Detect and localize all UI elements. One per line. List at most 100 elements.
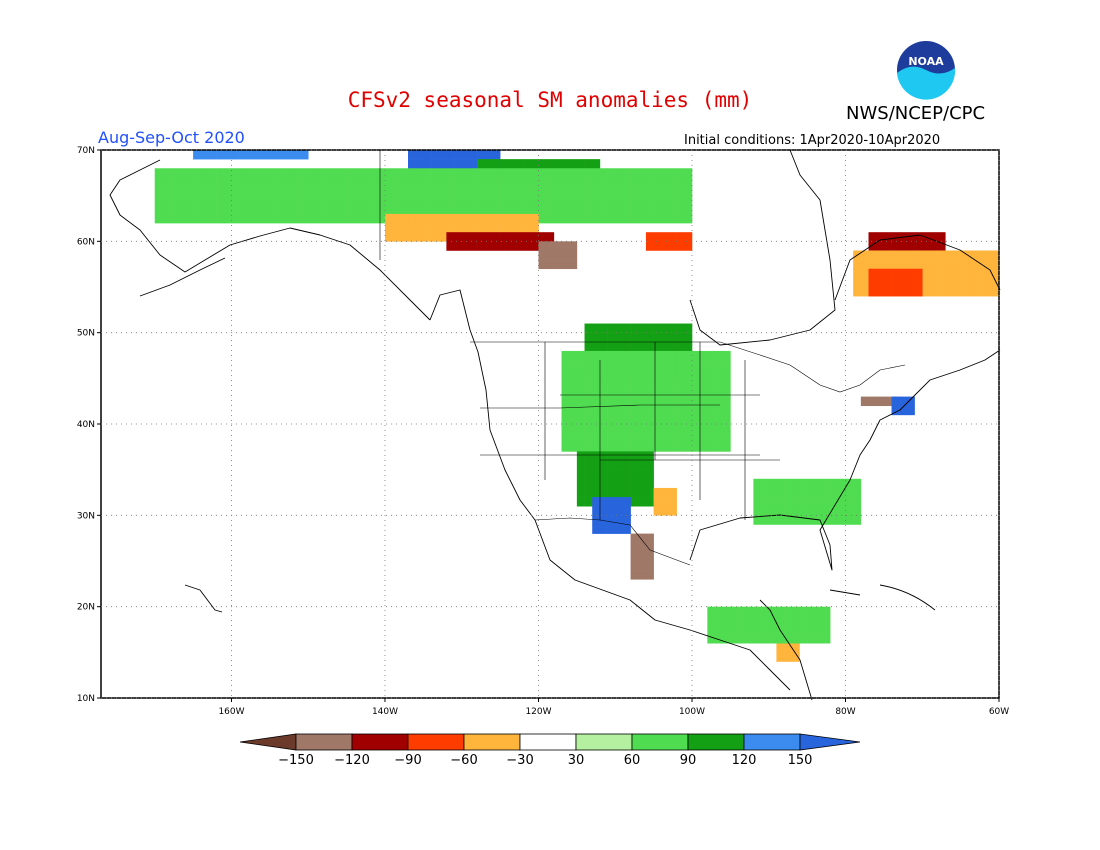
anomaly-cell — [822, 497, 831, 507]
anomaly-cell — [676, 232, 685, 242]
anomaly-cell — [638, 451, 647, 461]
anomaly-cell — [668, 424, 677, 434]
anomaly-cell — [699, 433, 708, 443]
anomaly-cell — [423, 195, 432, 206]
anomaly-cell — [914, 241, 923, 251]
anomaly-cell — [446, 213, 455, 224]
anomaly-cell — [929, 268, 938, 279]
anomaly-cell — [807, 497, 816, 507]
anomaly-cell — [561, 213, 570, 224]
anomaly-cell — [883, 250, 892, 260]
anomaly-cell — [477, 186, 486, 196]
anomaly-cell — [185, 204, 194, 215]
anomaly-cell — [431, 177, 440, 187]
anomaly-cell — [369, 177, 378, 187]
anomaly-cell — [193, 213, 202, 224]
anomaly-cell — [592, 451, 601, 461]
anomaly-cell — [630, 213, 639, 224]
anomaly-cell — [922, 259, 931, 270]
anomaly-cell — [622, 186, 631, 196]
anomaly-cell — [438, 232, 447, 242]
anomaly-cell — [753, 506, 762, 516]
anomaly-cell — [561, 369, 570, 379]
anomaly-cell — [285, 204, 294, 215]
anomaly-cell — [653, 506, 662, 516]
anomaly-cell — [653, 332, 662, 343]
anomaly-cell — [607, 369, 616, 379]
anomaly-cell — [492, 186, 501, 196]
anomaly-cell — [338, 213, 347, 224]
anomaly-cell — [239, 213, 248, 224]
anomaly-cell — [622, 414, 631, 425]
anomaly-cell — [584, 487, 593, 498]
anomaly-cell — [569, 378, 578, 388]
anomaly-cell — [722, 350, 731, 361]
anomaly-cell — [469, 204, 478, 215]
anomaly-cell — [715, 396, 723, 407]
anomaly-cell — [239, 177, 248, 187]
anomaly-cell — [231, 213, 240, 224]
anomaly-cell — [738, 634, 747, 644]
anomaly-cell — [922, 268, 931, 279]
anomaly-cell — [622, 524, 631, 534]
anomaly-cell — [415, 159, 424, 169]
anomaly-cell — [791, 515, 800, 525]
anomaly-cell — [761, 478, 770, 489]
anomaly-cell — [691, 396, 700, 407]
anomaly-cell — [423, 204, 432, 215]
anomaly-cell — [653, 442, 662, 452]
anomaly-cell — [592, 350, 601, 361]
anomaly-cell — [584, 195, 593, 206]
anomaly-cell — [922, 287, 931, 297]
anomaly-cell — [707, 624, 716, 635]
anomaly-cell — [177, 195, 186, 206]
anomaly-cell — [722, 396, 731, 407]
lon-tick-label: 140W — [372, 707, 398, 717]
anomaly-cell — [569, 213, 578, 224]
lon-tick-label: 80W — [835, 707, 855, 717]
anomaly-cell — [384, 204, 393, 215]
anomaly-cell — [653, 195, 662, 206]
anomaly-cell — [576, 387, 585, 397]
anomaly-cell — [622, 515, 631, 525]
anomaly-cell — [538, 232, 547, 242]
anomaly-cell — [492, 241, 501, 251]
anomaly-cell — [569, 405, 578, 416]
anomaly-cell — [699, 350, 708, 361]
anomaly-cell — [899, 259, 908, 270]
anomaly-cell — [538, 186, 547, 196]
anomaly-cell — [676, 369, 685, 379]
anomaly-cell — [346, 186, 355, 196]
anomaly-cell — [691, 369, 700, 379]
anomaly-cell — [162, 213, 171, 224]
anomaly-cell — [484, 223, 493, 233]
anomaly-cell — [507, 168, 516, 178]
anomaly-cell — [945, 277, 954, 288]
anomaly-cell — [538, 204, 547, 215]
anomaly-cell — [630, 341, 639, 352]
anomaly-cell — [576, 433, 585, 443]
anomaly-cell — [814, 606, 823, 617]
anomaly-cell — [668, 405, 677, 416]
anomaly-cell — [400, 204, 409, 215]
anomaly-cell — [937, 250, 946, 260]
anomaly-cell — [177, 177, 186, 187]
anomaly-cell — [653, 424, 662, 434]
anomaly-cell — [661, 405, 670, 416]
anomaly-cell — [185, 213, 194, 224]
anomaly-cell — [354, 204, 363, 215]
anomaly-cell — [592, 460, 601, 470]
anomaly-cell — [576, 360, 585, 370]
anomaly-cell — [784, 624, 793, 635]
anomaly-cell — [883, 396, 892, 407]
anomaly-cell — [553, 177, 562, 187]
anomaly-cell — [607, 515, 616, 525]
anomaly-cell — [615, 506, 624, 516]
anomaly-cell — [569, 250, 578, 260]
anomaly-cell — [645, 460, 654, 470]
anomaly-cell — [661, 360, 670, 370]
anomaly-cell — [331, 168, 340, 178]
anomaly-cell — [699, 360, 708, 370]
anomaly-cell — [676, 414, 685, 425]
anomaly-cell — [883, 268, 892, 279]
